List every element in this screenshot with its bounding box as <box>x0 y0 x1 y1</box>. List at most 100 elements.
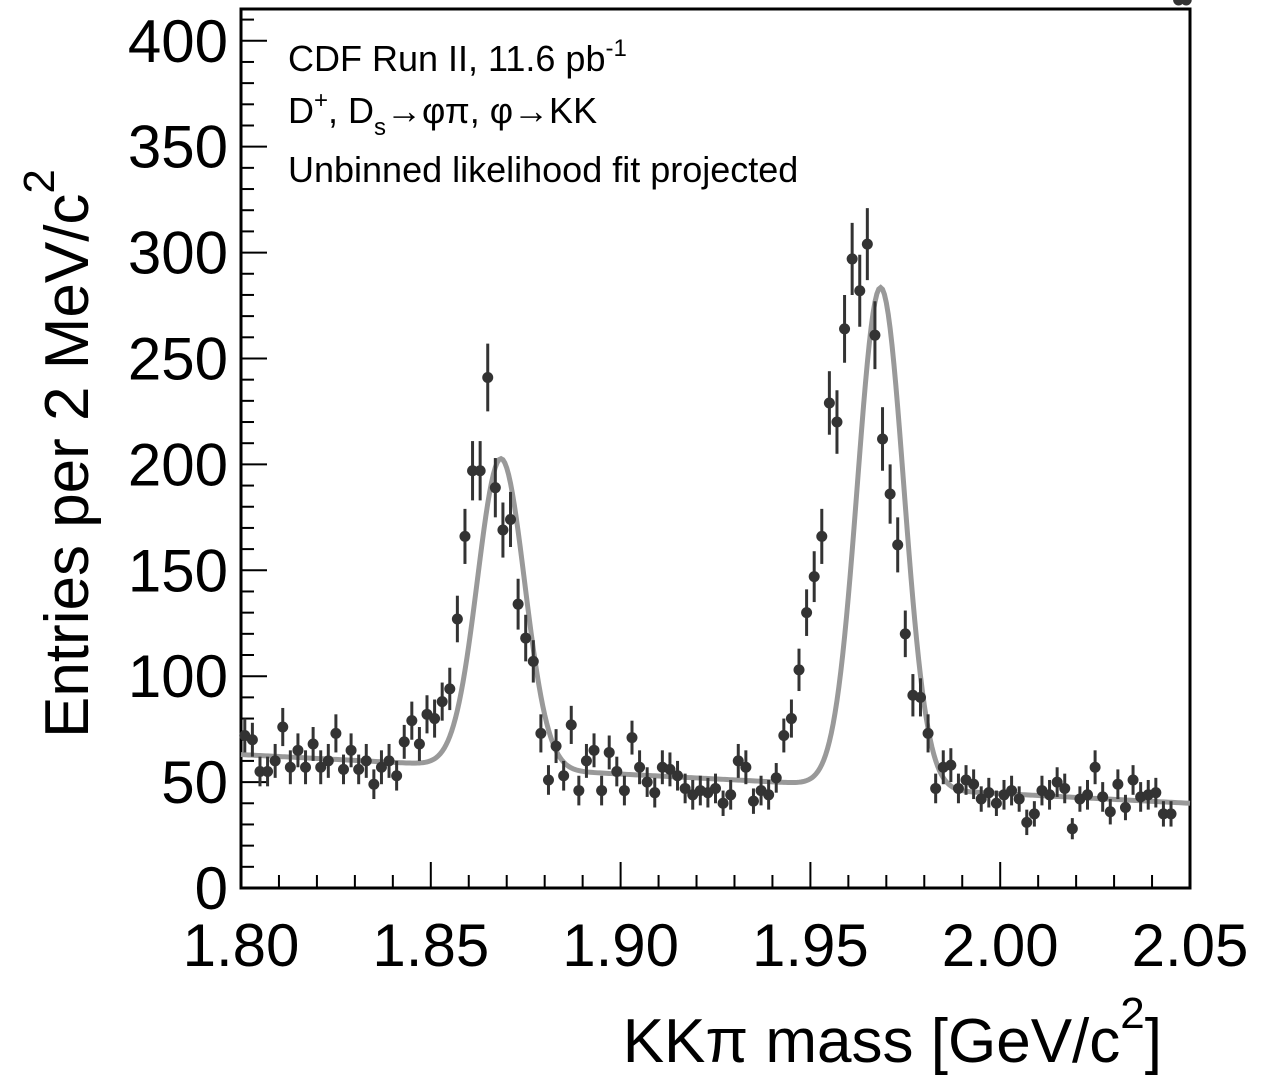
point-marker <box>459 530 471 542</box>
data-point <box>1150 777 1162 808</box>
data-point <box>1082 779 1094 810</box>
data-point <box>770 763 782 793</box>
point-marker <box>778 729 790 741</box>
point-marker <box>892 539 904 551</box>
point-marker <box>1051 776 1063 788</box>
point-marker <box>596 785 608 797</box>
data-point <box>383 743 395 778</box>
data-point <box>421 695 433 734</box>
point-marker <box>1119 802 1131 814</box>
point-marker <box>899 628 911 640</box>
data-point <box>884 464 896 524</box>
data-point <box>375 750 387 785</box>
data-point <box>1013 786 1025 812</box>
point-marker <box>717 797 729 809</box>
point-marker <box>413 738 425 750</box>
data-point <box>451 595 463 643</box>
y-tick-label: 0 <box>195 855 228 922</box>
point-marker <box>527 655 539 667</box>
point-marker <box>831 416 843 428</box>
point-marker <box>451 613 463 625</box>
point-marker <box>505 513 517 525</box>
data-point <box>262 756 274 787</box>
data-point <box>892 517 904 573</box>
data-point <box>634 750 646 785</box>
point-marker <box>330 727 342 739</box>
point-marker <box>535 727 547 739</box>
annotation-decay-channel: D+, Ds→φπ, φ→KK <box>288 87 597 141</box>
data-point <box>1066 818 1078 840</box>
data-point <box>839 294 851 363</box>
point-marker <box>550 740 562 752</box>
point-marker <box>664 763 676 775</box>
annotation-run-info: CDF Run II, 11.6 pb-1 <box>288 35 627 79</box>
point-marker <box>1082 789 1094 801</box>
point-marker <box>626 732 638 744</box>
point-marker <box>383 755 395 767</box>
point-marker <box>497 524 509 536</box>
data-point <box>710 773 721 804</box>
point-marker <box>580 755 592 767</box>
point-marker <box>322 755 334 767</box>
data-point <box>474 441 486 501</box>
point-marker <box>801 607 813 619</box>
point-marker <box>1028 808 1040 820</box>
point-marker <box>603 746 615 758</box>
data-point <box>869 301 881 370</box>
data-point <box>1051 767 1063 797</box>
point-marker <box>763 789 775 801</box>
point-marker <box>482 372 494 384</box>
data-point <box>1028 801 1040 827</box>
data-point <box>550 729 562 764</box>
data-point <box>353 754 365 785</box>
data-point <box>1104 799 1116 825</box>
point-marker <box>846 253 858 265</box>
point-marker <box>277 721 289 733</box>
point-marker <box>246 734 258 746</box>
point-marker <box>474 465 486 477</box>
data-point <box>489 458 501 518</box>
point-marker <box>368 778 380 790</box>
point-marker <box>634 761 646 773</box>
point-marker <box>1013 793 1025 805</box>
point-marker <box>679 782 691 794</box>
data-point <box>854 254 866 327</box>
point-marker <box>672 770 684 782</box>
data-point <box>1097 782 1109 812</box>
data-point <box>945 748 957 783</box>
data-point <box>254 756 266 787</box>
data-point <box>968 769 980 800</box>
y-axis-label: Entries per 2 MeV/c2 <box>15 169 102 738</box>
point-marker <box>1044 789 1056 801</box>
point-marker <box>1066 823 1078 835</box>
data-point <box>1119 794 1131 821</box>
data-point <box>292 733 304 768</box>
point-marker <box>588 744 600 756</box>
point-marker <box>565 719 577 731</box>
x-tick-label: 1.90 <box>562 912 679 979</box>
point-marker <box>1112 778 1124 790</box>
plot-frame <box>239 7 1192 890</box>
y-tick-label: 200 <box>128 431 228 498</box>
data-point <box>459 508 471 564</box>
data-point <box>1127 765 1139 795</box>
data-point <box>877 407 889 471</box>
data-point <box>618 775 630 806</box>
data-point <box>588 733 600 768</box>
point-marker <box>284 761 296 773</box>
data-point <box>1165 801 1177 827</box>
y-tick-label: 300 <box>128 220 228 287</box>
point-marker <box>254 766 266 778</box>
data-point <box>429 699 441 738</box>
point-marker <box>1089 761 1101 773</box>
data-point <box>535 714 547 753</box>
data-point <box>322 743 334 778</box>
x-tick-label: 1.85 <box>372 912 489 979</box>
data-point <box>778 718 790 753</box>
data-point <box>300 750 312 785</box>
data-point <box>990 790 1002 816</box>
data-point <box>930 773 942 804</box>
point-marker <box>770 772 782 784</box>
point-marker <box>520 632 532 644</box>
